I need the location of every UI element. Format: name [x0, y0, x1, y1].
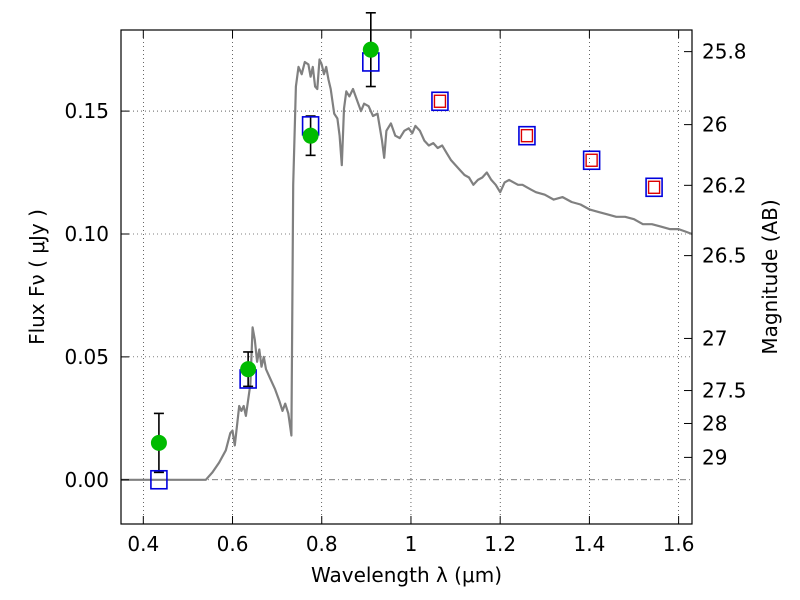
magnitude-tick-label: 26 — [702, 113, 727, 137]
synthetic-flux-square — [431, 91, 449, 112]
y-tick-label: 0.15 — [64, 99, 109, 123]
magnitude-tick-label: 26.5 — [702, 244, 747, 268]
x-tick-label: 1.4 — [573, 532, 605, 556]
x-axis-label: Wavelength λ (μm) — [311, 563, 502, 587]
x-tick-label: 0.6 — [217, 532, 249, 556]
predicted-flux-square — [647, 180, 661, 194]
plot-frame — [120, 29, 693, 525]
model-spectrum — [121, 58, 693, 481]
y-axis-ticks: 0.00 0.05 0.10 0.15 — [64, 99, 129, 492]
y-tick-label: 0.05 — [64, 345, 109, 369]
magnitude-tick-label: 25.8 — [702, 40, 747, 64]
magnitude-tick-label: 27.5 — [702, 379, 747, 403]
observed-flux-markers — [150, 41, 379, 451]
magnitude-tick-label: 29 — [702, 445, 727, 469]
x-tick-label: 0.4 — [127, 532, 159, 556]
y-tick-label: 0.00 — [64, 468, 109, 492]
x-axis-ticks: 0.4 0.6 0.8 1 1.2 1.4 1.6 — [127, 30, 695, 556]
y-tick-label: 0.10 — [64, 222, 109, 246]
x-tick-label: 1.6 — [663, 532, 695, 556]
synthetic-flux-square — [645, 177, 663, 198]
observed-flux-point — [302, 127, 319, 144]
predicted-flux-square — [520, 128, 534, 143]
predicted-flux-square — [433, 94, 447, 108]
synthetic-flux-square — [150, 469, 168, 490]
observed-flux-point — [150, 434, 167, 451]
x-tick-label: 1 — [405, 532, 418, 556]
synthetic-flux-square — [518, 125, 536, 146]
observed-flux-point — [240, 361, 257, 378]
predicted-flux-square — [585, 153, 598, 167]
magnitude-tick-label: 28 — [702, 411, 727, 435]
grid — [121, 30, 692, 524]
model-spectrum-line — [121, 58, 693, 481]
x-tick-label: 0.8 — [306, 532, 338, 556]
synthetic-flux-square — [582, 150, 601, 171]
magnitude-axis-label: Magnitude (AB) — [758, 199, 782, 354]
y-axis-label: Flux Fν ( μJy ) — [25, 209, 49, 345]
observed-flux-point — [362, 41, 379, 58]
synthetic-flux-markers — [150, 52, 663, 490]
magnitude-axis-ticks: 25.8 26 26.2 26.5 27 27.5 28 29 — [684, 40, 747, 469]
x-tick-label: 1.2 — [484, 532, 516, 556]
magnitude-tick-label: 26.2 — [702, 173, 747, 197]
error-bars — [153, 11, 376, 474]
magnitude-tick-label: 27 — [702, 326, 727, 350]
